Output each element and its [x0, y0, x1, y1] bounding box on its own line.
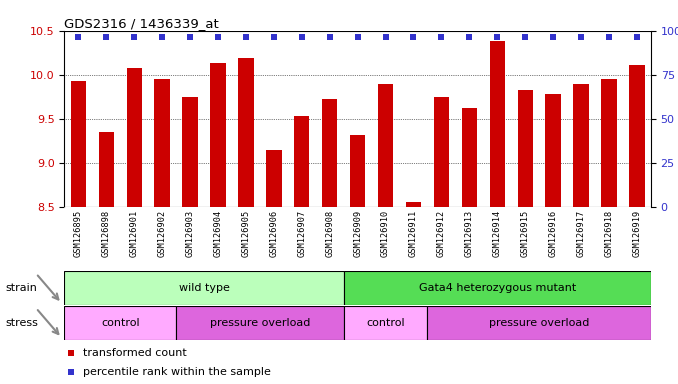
- Text: GSM126919: GSM126919: [633, 209, 641, 257]
- Text: GSM126902: GSM126902: [158, 209, 167, 257]
- Text: GSM126898: GSM126898: [102, 209, 111, 257]
- Text: GSM126904: GSM126904: [214, 209, 222, 257]
- Text: strain: strain: [5, 283, 37, 293]
- Bar: [427, 306, 651, 340]
- Bar: [344, 306, 427, 340]
- Text: percentile rank within the sample: percentile rank within the sample: [83, 367, 271, 377]
- Text: control: control: [101, 318, 140, 328]
- Bar: [350, 135, 365, 207]
- Bar: [71, 81, 86, 207]
- Text: GSM126909: GSM126909: [353, 209, 362, 257]
- Bar: [546, 94, 561, 207]
- Text: GSM126915: GSM126915: [521, 209, 530, 257]
- Text: GSM126914: GSM126914: [493, 209, 502, 257]
- Bar: [322, 99, 338, 207]
- Bar: [517, 90, 533, 207]
- Bar: [64, 271, 344, 305]
- Bar: [176, 306, 344, 340]
- Text: GSM126903: GSM126903: [186, 209, 195, 257]
- Text: GSM126907: GSM126907: [297, 209, 306, 257]
- Text: GSM126908: GSM126908: [325, 209, 334, 257]
- Bar: [344, 271, 651, 305]
- Text: pressure overload: pressure overload: [210, 318, 310, 328]
- Bar: [127, 68, 142, 207]
- Text: GSM126916: GSM126916: [549, 209, 557, 257]
- Text: GSM126912: GSM126912: [437, 209, 446, 257]
- Bar: [490, 41, 505, 207]
- Bar: [266, 150, 281, 207]
- Bar: [629, 65, 645, 207]
- Bar: [462, 108, 477, 207]
- Text: GSM126910: GSM126910: [381, 209, 390, 257]
- Bar: [434, 97, 449, 207]
- Text: GSM126901: GSM126901: [129, 209, 139, 257]
- Bar: [238, 58, 254, 207]
- Bar: [182, 97, 198, 207]
- Text: GSM126905: GSM126905: [241, 209, 250, 257]
- Bar: [601, 79, 617, 207]
- Text: GSM126918: GSM126918: [605, 209, 614, 257]
- Text: control: control: [366, 318, 405, 328]
- Text: pressure overload: pressure overload: [489, 318, 589, 328]
- Text: wild type: wild type: [178, 283, 229, 293]
- Text: transformed count: transformed count: [83, 348, 187, 358]
- Text: GSM126917: GSM126917: [576, 209, 586, 257]
- Bar: [574, 84, 589, 207]
- Text: GSM126895: GSM126895: [74, 209, 83, 257]
- Bar: [155, 79, 170, 207]
- Text: Gata4 heterozygous mutant: Gata4 heterozygous mutant: [418, 283, 576, 293]
- Bar: [294, 116, 309, 207]
- Bar: [406, 202, 421, 207]
- Bar: [98, 132, 114, 207]
- Text: GSM126911: GSM126911: [409, 209, 418, 257]
- Text: GDS2316 / 1436339_at: GDS2316 / 1436339_at: [64, 17, 219, 30]
- Text: GSM126906: GSM126906: [269, 209, 279, 257]
- Text: GSM126913: GSM126913: [465, 209, 474, 257]
- Bar: [210, 63, 226, 207]
- Bar: [64, 306, 176, 340]
- Bar: [378, 84, 393, 207]
- Text: stress: stress: [5, 318, 38, 328]
